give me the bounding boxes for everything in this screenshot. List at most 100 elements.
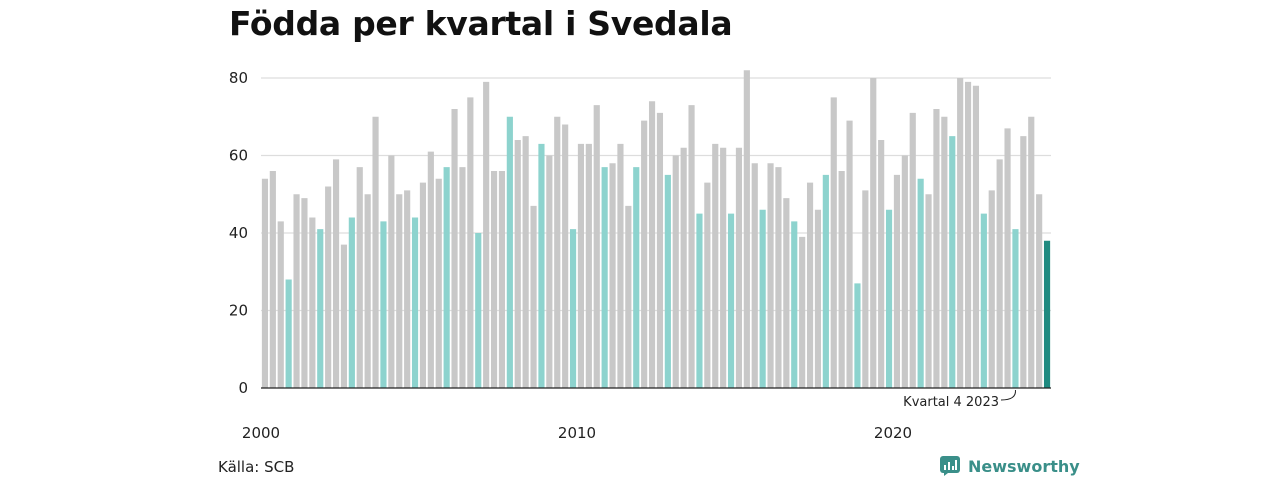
bar xyxy=(569,229,577,389)
bar xyxy=(498,171,506,388)
bar xyxy=(901,155,908,388)
bar xyxy=(806,182,814,389)
bar xyxy=(949,136,956,389)
bar xyxy=(641,120,648,389)
bar xyxy=(459,167,466,389)
bar xyxy=(443,167,450,389)
y-tick-label: 40 xyxy=(229,224,248,242)
bar xyxy=(364,194,371,388)
bar xyxy=(427,151,434,389)
bar xyxy=(317,229,324,389)
bar xyxy=(285,279,292,388)
bar xyxy=(332,159,340,389)
x-tick-label: 2000 xyxy=(242,424,280,442)
bar xyxy=(799,236,806,389)
bar xyxy=(964,81,972,389)
bar xyxy=(791,221,798,389)
bar xyxy=(933,109,940,388)
bar xyxy=(704,182,711,389)
bar xyxy=(996,159,1003,389)
bar xyxy=(814,209,822,388)
bar xyxy=(972,85,980,388)
bar xyxy=(261,178,269,388)
bar xyxy=(348,217,355,388)
bar xyxy=(490,171,498,388)
bar xyxy=(340,244,348,389)
bar xyxy=(1020,136,1027,389)
annotation-label: Kvartal 4 2023 xyxy=(903,395,999,410)
bar xyxy=(514,140,521,388)
bar xyxy=(325,186,332,388)
bar xyxy=(680,147,687,388)
bar xyxy=(538,143,545,389)
axes: 0 20 40 60 80 2000 2010 2020 xyxy=(229,69,1051,442)
bar xyxy=(546,155,553,388)
bar xyxy=(909,112,916,389)
source-note: Källa: SCB xyxy=(218,458,295,476)
annotation: Kvartal 4 2023 xyxy=(903,389,1016,410)
y-tick-label: 60 xyxy=(229,147,248,165)
bar xyxy=(451,109,458,388)
bar xyxy=(893,174,901,389)
x-tick-label: 2010 xyxy=(558,424,596,442)
bar xyxy=(830,97,837,389)
bar xyxy=(917,178,924,388)
bar xyxy=(625,205,632,389)
y-tick-label: 80 xyxy=(229,69,248,87)
bar xyxy=(925,194,932,388)
bar xyxy=(672,155,679,388)
chart-title: Födda per kvartal i Svedala xyxy=(229,4,733,43)
bar xyxy=(735,147,743,388)
bar xyxy=(885,209,893,388)
bar xyxy=(577,143,585,389)
bar xyxy=(467,97,474,389)
y-tick-label: 20 xyxy=(229,302,248,320)
bar xyxy=(617,143,624,389)
bar xyxy=(941,116,948,388)
bar xyxy=(419,182,427,389)
bar xyxy=(585,143,592,389)
bar xyxy=(980,213,987,389)
annotation-arrow xyxy=(1000,389,1016,401)
bar xyxy=(475,233,482,388)
bar xyxy=(1012,229,1019,389)
bar xyxy=(388,155,395,388)
bar xyxy=(404,190,411,389)
bar xyxy=(356,167,363,389)
bar xyxy=(411,217,419,388)
bar xyxy=(301,198,308,389)
bar xyxy=(759,209,766,388)
bar xyxy=(1028,116,1035,388)
bar xyxy=(633,167,640,389)
bar xyxy=(767,163,774,388)
bar xyxy=(562,124,569,388)
bar xyxy=(530,205,537,389)
bar xyxy=(743,70,750,388)
y-tick-label: 0 xyxy=(238,379,248,397)
bar xyxy=(838,171,845,388)
bar xyxy=(664,174,671,389)
bar xyxy=(957,78,964,388)
bar xyxy=(601,167,608,389)
bar xyxy=(751,163,758,388)
bar xyxy=(854,283,861,389)
bar xyxy=(712,143,719,389)
bar xyxy=(988,190,995,389)
bar xyxy=(269,171,276,388)
newsworthy-icon xyxy=(940,456,960,476)
bar xyxy=(593,105,600,389)
bar xyxy=(372,116,379,388)
brand-name: Newsworthy xyxy=(968,456,1080,476)
bar xyxy=(696,213,703,389)
bar xyxy=(688,105,695,389)
bar xyxy=(648,101,656,388)
bar xyxy=(862,190,869,389)
bar xyxy=(1043,240,1051,388)
bar xyxy=(783,198,790,389)
brand-logo[interactable]: Newsworthy xyxy=(940,456,1080,476)
bar xyxy=(435,178,442,388)
bar xyxy=(878,140,885,388)
bars xyxy=(261,70,1051,389)
bar xyxy=(609,163,616,388)
